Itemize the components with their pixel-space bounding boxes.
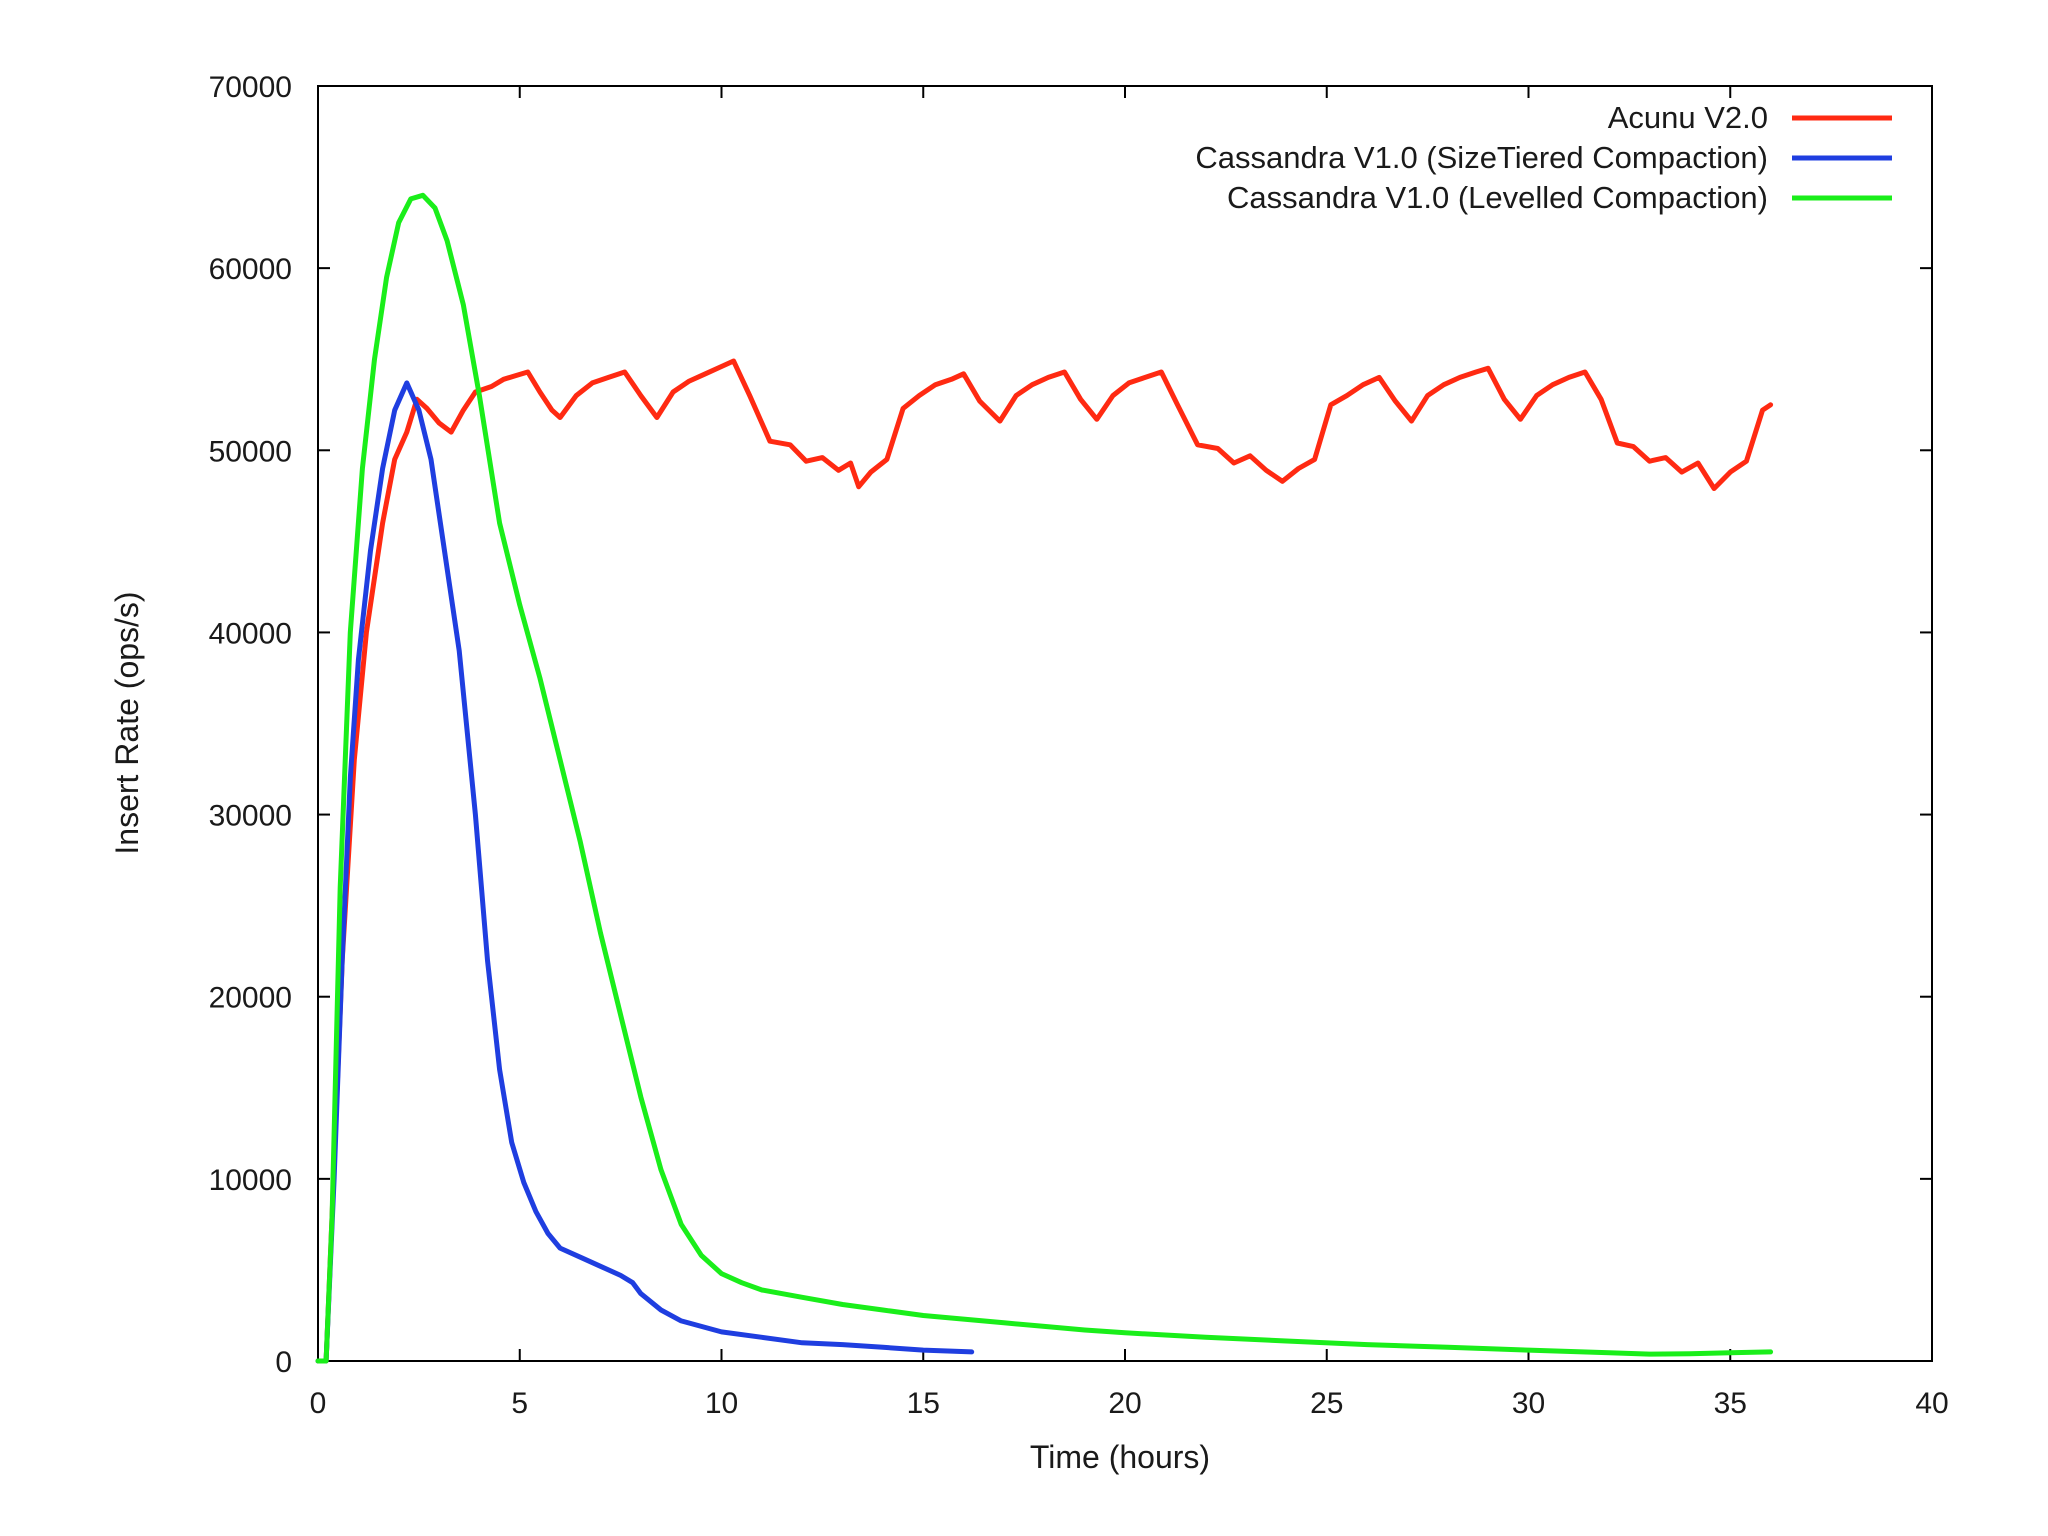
y-axis-title: Insert Rate (ops/s) (109, 591, 145, 854)
y-tick-label: 40000 (209, 617, 292, 650)
y-tick-label: 0 (275, 1346, 292, 1379)
y-tick-label: 20000 (209, 982, 292, 1015)
x-axis-title: Time (hours) (1030, 1439, 1210, 1475)
legend-label-1: Acunu V2.0 (1608, 100, 1768, 135)
x-axis-tick-labels: 0 5 10 15 20 25 30 35 40 (310, 1387, 1949, 1420)
x-tick-label: 10 (705, 1387, 738, 1420)
x-tick-label: 30 (1512, 1387, 1545, 1420)
x-tick-label: 40 (1915, 1387, 1948, 1420)
y-tick-label: 10000 (209, 1164, 292, 1197)
series-line-1 (315, 358, 1774, 1364)
x-tick-label: 35 (1714, 1387, 1747, 1420)
legend: Acunu V2.0 Cassandra V1.0 (SizeTiered Com… (1195, 100, 1892, 215)
y-tick-label: 70000 (209, 71, 292, 104)
x-tick-label: 25 (1310, 1387, 1343, 1420)
x-tick-label: 0 (310, 1387, 327, 1420)
legend-label-2: Cassandra V1.0 (SizeTiered Compaction) (1195, 140, 1768, 175)
plot-area-frame (317, 85, 1933, 1362)
y-axis-tick-labels: 0 10000 20000 30000 40000 50000 60000 70000 (209, 71, 292, 1379)
y-tick-label: 60000 (209, 253, 292, 286)
legend-label-3: Cassandra V1.0 (Levelled Compaction) (1227, 180, 1768, 215)
y-tick-label: 50000 (209, 435, 292, 468)
series-line-2 (315, 380, 975, 1364)
series-lines (315, 192, 1774, 1364)
series-line-3 (315, 192, 1774, 1364)
y-tick-label: 30000 (209, 800, 292, 833)
x-tick-label: 15 (907, 1387, 940, 1420)
x-tick-label: 5 (511, 1387, 528, 1420)
x-tick-label: 20 (1108, 1387, 1141, 1420)
